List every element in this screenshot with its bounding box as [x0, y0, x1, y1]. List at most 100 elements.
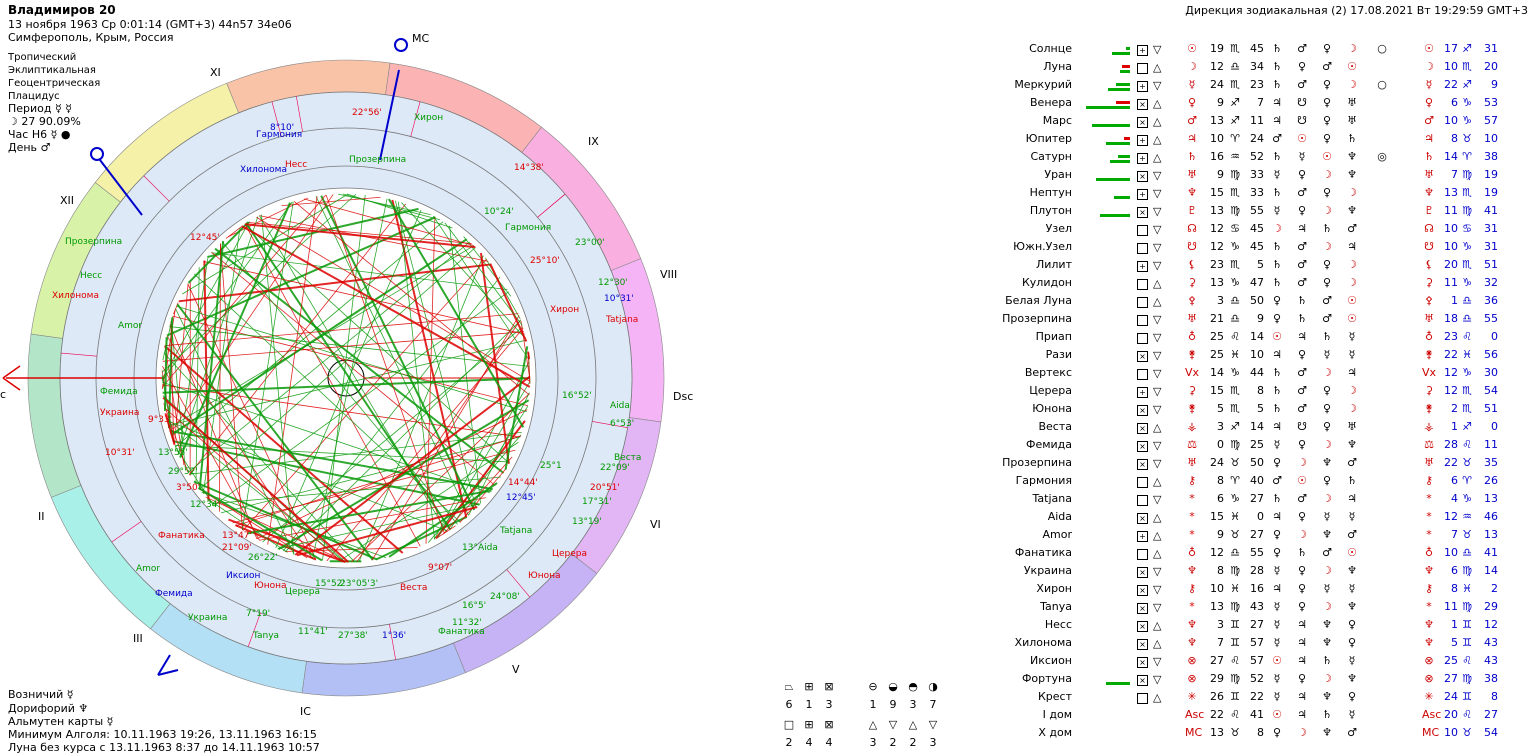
planet-row[interactable]: Венера × △ ♀ 9 ♐ 7 ♃ ☋ ♀ ♅ ♀ 6 ♑ 53	[990, 96, 1530, 114]
direction-degree: 20	[1444, 708, 1458, 721]
direction-planet-symbol: MC	[1422, 726, 1440, 739]
planet-row[interactable]: Нептун + ▽ ♆ 15 ♏ 33 ♄ ♂ ♀ ☽ ♆ 13 ♏ 19	[990, 186, 1530, 204]
ruler-symbol: ♄	[1322, 708, 1332, 721]
planet-row[interactable]: Луна △ ☽ 12 ♎ 34 ♄ ♀ ♂ ☉ ☽ 10 ♏ 20	[990, 60, 1530, 78]
triangle-icon: △	[1153, 277, 1162, 290]
minute: 16	[1250, 582, 1264, 595]
planet-row[interactable]: Уран × ▽ ♅ 9 ♍ 33 ☿ ♀ ☽ ♆ ♅ 7 ♍ 19	[990, 168, 1530, 186]
planet-row[interactable]: Aida × △ * 15 ♓ 0 ♃ ♀ ☿ ☿ * 12 ♒ 46	[990, 510, 1530, 528]
ruler-symbol: ♀	[1297, 510, 1307, 523]
strength-bars	[1080, 132, 1130, 150]
planet-row[interactable]: Несс × △ ♆ 3 ♊ 27 ☿ ♃ ♆ ♀ ♆ 1 ♊ 12	[990, 618, 1530, 636]
planet-label: Веста	[614, 453, 641, 463]
aspect-line	[199, 247, 476, 490]
minute: 50	[1250, 294, 1264, 307]
direction-degree: 11	[1444, 204, 1458, 217]
ruler-symbol: ♄	[1272, 366, 1282, 379]
triangle-icon: △	[1153, 61, 1162, 74]
direction-planet-symbol: *	[1426, 600, 1432, 613]
planet-row[interactable]: Фемида × ▽ ⚖ 0 ♍ 25 ☿ ♀ ☽ ♆ ⚖ 28 ♌ 11	[990, 438, 1530, 456]
planet-row[interactable]: Сатурн + △ ♄ 16 ♒ 52 ♄ ☿ ☉ ♆ ◎ ♄ 14 ♈ 38	[990, 150, 1530, 168]
ruler-symbol: ♂	[1297, 402, 1307, 415]
planet-label: Несс	[285, 160, 307, 170]
direction-degree: 6	[1451, 96, 1458, 109]
planet-row[interactable]: Плутон × ▽ ♇ 13 ♍ 55 ☿ ♀ ☽ ♆ ♇ 11 ♍ 41	[990, 204, 1530, 222]
planet-row[interactable]: Фанатика △ ♁ 12 ♎ 55 ♀ ♄ ♂ ☉ ♁ 10 ♎ 41	[990, 546, 1530, 564]
planet-row[interactable]: Amor + △ * 9 ♉ 27 ♀ ☽ ♆ ♂ * 7 ♉ 13	[990, 528, 1530, 546]
degree: 12	[1210, 60, 1224, 73]
ruler-symbol: ♀	[1297, 60, 1307, 73]
planet-row[interactable]: Вертекс ▽ Vx 14 ♑ 44 ♄ ♂ ☽ ♃ Vx 12 ♑ 30	[990, 366, 1530, 384]
triangle-icon: △	[1153, 115, 1162, 128]
planet-row[interactable]: Рази × ▽ ⚵ 25 ♓ 10 ♃ ♀ ☿ ☿ ⚵ 22 ♓ 56	[990, 348, 1530, 366]
planet-label: 25°1	[540, 461, 562, 471]
direction-minute: 38	[1484, 150, 1498, 163]
triangle-icon: ▽	[1153, 367, 1162, 380]
planet-row[interactable]: Tatjana ▽ * 6 ♑ 27 ♄ ♂ ☽ ♃ * 4 ♑ 13	[990, 492, 1530, 510]
asc-arrow-icon	[2, 365, 21, 391]
planet-label: 24°08'	[490, 592, 520, 602]
planet-row[interactable]: Хирон × ▽ ⚷ 10 ♓ 16 ♃ ♀ ☿ ☿ ⚷ 8 ♓ 2	[990, 582, 1530, 600]
strength-bars	[1080, 420, 1130, 438]
direction-degree: 28	[1444, 438, 1458, 451]
direction-planet-symbol: Asc	[1422, 708, 1442, 721]
strength-bars	[1080, 42, 1130, 60]
planet-row[interactable]: Меркурий + ▽ ☿ 24 ♏ 23 ♄ ♂ ♀ ☽ ○ ☿ 22 ♐ 9	[990, 78, 1530, 96]
planet-row[interactable]: Узел ▽ ☊ 12 ♋ 45 ☽ ♃ ♄ ♂ ☊ 10 ♋ 31	[990, 222, 1530, 240]
planet-symbol: ⚶	[1187, 420, 1197, 433]
asc-label: c	[0, 388, 6, 401]
planet-row[interactable]: Южн.Узел ▽ ☋ 12 ♑ 45 ♄ ♂ ☽ ♃ ☋ 10 ♑ 31	[990, 240, 1530, 258]
planet-row[interactable]: Приап ▽ ♁ 25 ♌ 14 ☉ ♃ ♄ ☿ ♁ 23 ♌ 0	[990, 330, 1530, 348]
ruler-symbol: ♄	[1272, 186, 1282, 199]
planet-label: 7°19'	[246, 609, 270, 619]
direction-minute: 29	[1484, 600, 1498, 613]
aspect-box-icon	[1137, 315, 1148, 326]
ruler-symbol: ♃	[1297, 330, 1307, 343]
ruler-symbol: ♀	[1272, 456, 1282, 469]
ruler-symbol: ♂	[1297, 384, 1307, 397]
setting-zodiac: Тропический	[8, 52, 77, 63]
planet-row[interactable]: I дом Asc 22 ♌ 41 ☉ ♃ ♄ ☿ Asc 20 ♌ 27	[990, 708, 1530, 726]
chart-owner-name: Владимиров 20	[8, 3, 116, 17]
ruler-symbol: ♆	[1347, 672, 1357, 685]
aspect-line	[244, 223, 476, 249]
planet-row[interactable]: Tanya × ▽ * 13 ♍ 43 ☿ ♀ ☽ ♆ * 11 ♍ 29	[990, 600, 1530, 618]
ruler-symbol: ☉	[1297, 132, 1307, 145]
charioteer-line: Возничий ☿	[8, 688, 74, 701]
planet-row[interactable]: X дом MC 13 ♉ 8 ♀ ☽ ♆ ♂ MC 10 ♉ 54	[990, 726, 1530, 744]
planet-symbol: ♅	[1187, 168, 1197, 181]
planet-row[interactable]: Юнона × ▽ ⚵ 5 ♏ 5 ♄ ♂ ♀ ☽ ⚵ 2 ♏ 51	[990, 402, 1530, 420]
planet-label: 23°00'	[575, 238, 605, 248]
doryphoros-line: Дорифорий ♆	[8, 702, 89, 715]
planet-row[interactable]: Церера + ▽ ⚳ 15 ♏ 8 ♄ ♂ ♀ ☽ ⚳ 12 ♏ 54	[990, 384, 1530, 402]
direction-sign: ♑	[1462, 492, 1472, 505]
ruler-symbol: ♄	[1272, 384, 1282, 397]
planet-row[interactable]: Юпитер + △ ♃ 10 ♈ 24 ♂ ☉ ♀ ♄ ♃ 8 ♉ 10	[990, 132, 1530, 150]
planet-symbol: ⚵	[1187, 348, 1197, 361]
planet-row[interactable]: Лилит + ▽ ⚸ 23 ♏ 5 ♄ ♂ ♀ ☽ ⚸ 20 ♏ 51	[990, 258, 1530, 276]
ruler-symbol: ♀	[1322, 384, 1332, 397]
planet-label: 14°44'	[508, 478, 538, 488]
planet-row[interactable]: Солнце + ▽ ☉ 19 ♏ 45 ♄ ♂ ♀ ☽ ○ ☉ 17 ♐ 31	[990, 42, 1530, 60]
planet-row[interactable]: Гармония △ ⚷ 8 ♈ 40 ♂ ☉ ♀ ♄ ⚷ 6 ♈ 26	[990, 474, 1530, 492]
direction-sign: ♓	[1462, 348, 1472, 361]
planet-name: Плутон	[1029, 204, 1072, 217]
planet-row[interactable]: Прозерпина ▽ ♅ 21 ♎ 9 ♀ ♄ ♂ ☉ ♅ 18 ♎ 55	[990, 312, 1530, 330]
planet-row[interactable]: Прозерпина × ▽ ♅ 24 ♉ 50 ♀ ☽ ♆ ♂ ♅ 22 ♉ 35	[990, 456, 1530, 474]
planet-row[interactable]: Фортуна × ▽ ⊗ 29 ♍ 52 ☿ ♀ ☽ ♆ ⊗ 27 ♍ 38	[990, 672, 1530, 690]
planet-row[interactable]: Крест △ ✳ 26 ♊ 22 ☿ ♃ ♆ ♀ ✳ 24 ♊ 8	[990, 690, 1530, 708]
minute: 7	[1257, 96, 1264, 109]
setting-houses: Плацидус	[8, 91, 60, 102]
planet-row[interactable]: Украина × ▽ ♆ 8 ♍ 28 ☿ ♀ ☽ ♆ ♆ 6 ♍ 14	[990, 564, 1530, 582]
planet-row[interactable]: Белая Луна △ ⚴ 3 ♎ 50 ♀ ♄ ♂ ☉ ⚴ 1 ♎ 36	[990, 294, 1530, 312]
planet-row[interactable]: Хилонома × △ ♆ 7 ♊ 57 ☿ ♃ ♆ ♀ ♆ 5 ♊ 43	[990, 636, 1530, 654]
planet-row[interactable]: Марс × △ ♂ 13 ♐ 11 ♃ ☋ ♀ ♅ ♂ 10 ♑ 57	[990, 114, 1530, 132]
planet-row[interactable]: Веста × △ ⚶ 3 ♐ 14 ♃ ☋ ♀ ♅ ⚶ 1 ♐ 0	[990, 420, 1530, 438]
aspect-line	[211, 252, 508, 291]
planet-row[interactable]: Иксион × ▽ ⊗ 27 ♌ 57 ☉ ♃ ♄ ☿ ⊗ 25 ♌ 43	[990, 654, 1530, 672]
direction-planet-symbol: ♁	[1424, 330, 1434, 343]
triangle-icon: △	[1153, 97, 1162, 110]
planet-row[interactable]: Кулидон △ ⚳ 13 ♑ 47 ♄ ♂ ♀ ☽ ⚳ 11 ♑ 32	[990, 276, 1530, 294]
sign-symbol: ♏	[1230, 186, 1240, 199]
